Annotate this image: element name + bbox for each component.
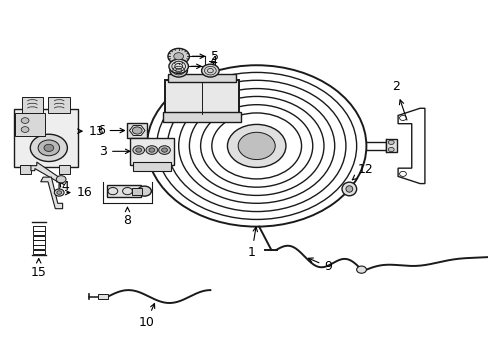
FancyBboxPatch shape xyxy=(107,185,141,197)
FancyBboxPatch shape xyxy=(385,139,396,152)
FancyBboxPatch shape xyxy=(59,165,70,174)
Text: 4: 4 xyxy=(209,55,217,68)
Text: 11: 11 xyxy=(0,359,1,360)
Circle shape xyxy=(146,146,158,154)
FancyBboxPatch shape xyxy=(132,188,142,195)
FancyBboxPatch shape xyxy=(163,112,240,122)
Circle shape xyxy=(227,125,285,167)
Circle shape xyxy=(387,147,393,152)
Circle shape xyxy=(201,64,219,77)
Circle shape xyxy=(173,53,183,60)
Circle shape xyxy=(136,148,142,152)
Text: 16: 16 xyxy=(65,186,92,199)
Text: 10: 10 xyxy=(138,303,154,329)
FancyBboxPatch shape xyxy=(167,74,235,82)
Circle shape xyxy=(138,186,151,196)
FancyBboxPatch shape xyxy=(48,97,70,113)
Circle shape xyxy=(133,146,144,154)
Text: 13: 13 xyxy=(78,125,104,138)
Circle shape xyxy=(57,191,61,194)
FancyBboxPatch shape xyxy=(20,165,31,174)
FancyBboxPatch shape xyxy=(130,138,174,165)
Circle shape xyxy=(54,189,64,196)
Text: 15: 15 xyxy=(31,258,46,279)
Text: 3: 3 xyxy=(99,145,129,158)
Circle shape xyxy=(238,132,275,159)
Text: 1: 1 xyxy=(247,227,257,259)
Text: 7: 7 xyxy=(191,60,215,73)
Circle shape xyxy=(30,134,67,162)
FancyBboxPatch shape xyxy=(14,109,78,167)
Circle shape xyxy=(168,59,188,73)
Circle shape xyxy=(56,176,66,183)
Polygon shape xyxy=(41,177,62,209)
FancyBboxPatch shape xyxy=(21,97,43,113)
FancyBboxPatch shape xyxy=(133,162,171,171)
Text: 2: 2 xyxy=(391,80,406,120)
Text: 9: 9 xyxy=(308,258,331,273)
Circle shape xyxy=(149,148,155,152)
Circle shape xyxy=(21,118,29,123)
Text: 12: 12 xyxy=(351,163,372,180)
Text: 6: 6 xyxy=(97,124,124,137)
Circle shape xyxy=(158,146,170,154)
Circle shape xyxy=(356,266,366,273)
Circle shape xyxy=(387,140,393,144)
Circle shape xyxy=(169,64,187,77)
Ellipse shape xyxy=(341,182,356,196)
Ellipse shape xyxy=(345,186,352,192)
Circle shape xyxy=(161,148,167,152)
Text: 8: 8 xyxy=(123,207,131,227)
Circle shape xyxy=(167,48,189,64)
FancyBboxPatch shape xyxy=(164,80,238,117)
Text: 14: 14 xyxy=(55,180,70,193)
Circle shape xyxy=(21,127,29,132)
Circle shape xyxy=(38,140,60,156)
Circle shape xyxy=(44,144,54,152)
FancyBboxPatch shape xyxy=(127,123,147,138)
FancyBboxPatch shape xyxy=(15,113,44,136)
Circle shape xyxy=(132,127,142,134)
FancyBboxPatch shape xyxy=(98,294,108,299)
Polygon shape xyxy=(31,162,62,182)
Text: 5: 5 xyxy=(192,50,219,63)
